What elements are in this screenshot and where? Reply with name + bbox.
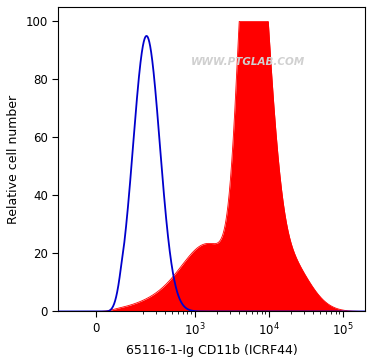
X-axis label: 65116-1-Ig CD11b (ICRF44): 65116-1-Ig CD11b (ICRF44) [126,344,298,357]
Y-axis label: Relative cell number: Relative cell number [7,95,20,224]
Text: WWW.PTGLAB.COM: WWW.PTGLAB.COM [191,57,305,67]
